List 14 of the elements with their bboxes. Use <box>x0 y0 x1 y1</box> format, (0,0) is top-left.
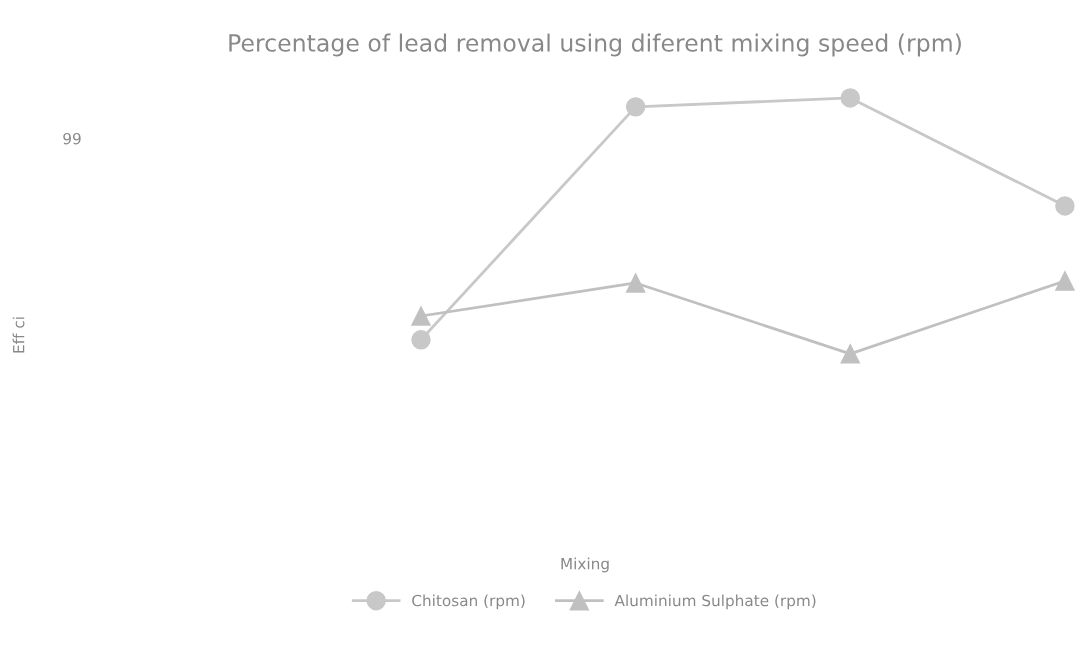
point <box>411 306 431 326</box>
legend-label: Chitosan (rpm) <box>412 594 525 610</box>
point <box>840 88 860 108</box>
chart-title: Percentage of lead removal using diferent mixing speed (rpm) <box>229 33 961 57</box>
point <box>1055 196 1075 216</box>
text: Eff ci <box>12 317 25 353</box>
point <box>840 344 860 364</box>
text: Mixing <box>561 557 609 573</box>
point <box>411 330 431 350</box>
point <box>1055 271 1075 291</box>
text: 99 <box>63 132 81 145</box>
legend-label: Aluminium Sulphate (rpm) <box>614 594 816 610</box>
point <box>625 97 646 117</box>
point <box>625 273 646 293</box>
